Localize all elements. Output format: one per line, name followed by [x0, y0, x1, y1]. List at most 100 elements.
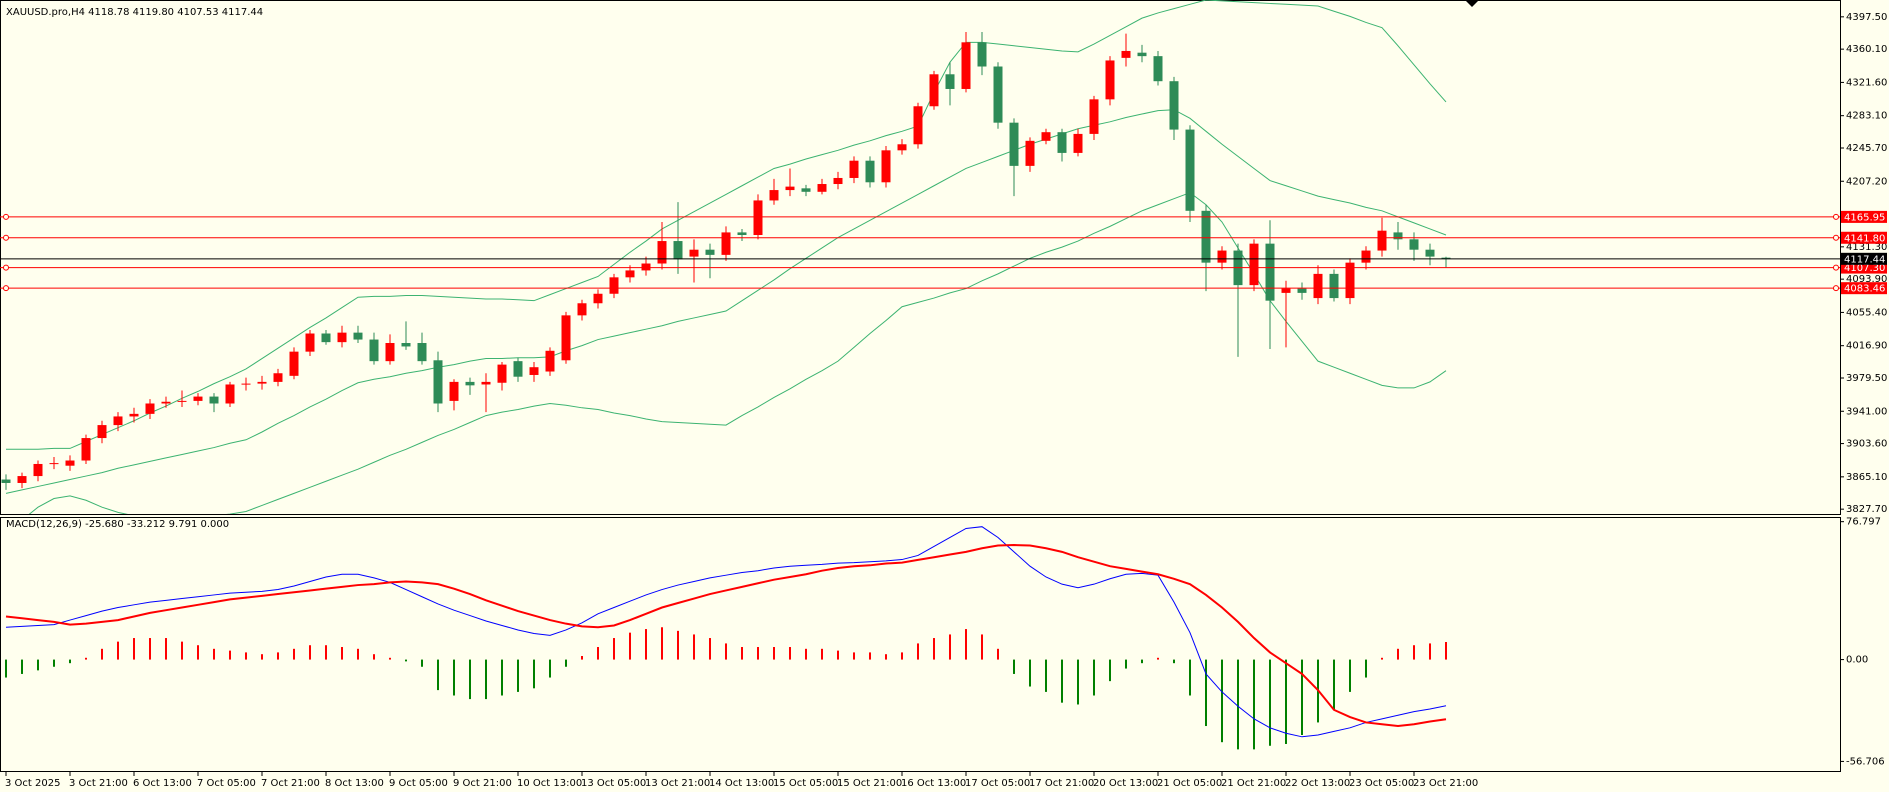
x-tick-label: 3 Oct 21:00: [69, 778, 128, 789]
candle-body: [1409, 239, 1419, 250]
x-tick-label: 8 Oct 13:00: [325, 778, 384, 789]
candle-body: [1185, 129, 1195, 211]
candle-body: [225, 384, 235, 404]
candle-body: [17, 476, 27, 483]
x-tick-label: 9 Oct 05:00: [389, 778, 448, 789]
candle-body: [577, 303, 587, 316]
candle-body: [737, 232, 747, 236]
candle-body: [929, 74, 939, 107]
candle-body: [353, 332, 363, 340]
candle-body: [481, 381, 491, 385]
x-tick-label: 21 Oct 05:00: [1157, 778, 1222, 789]
candle-body: [289, 351, 299, 376]
candle-body: [897, 144, 907, 151]
price-level-anchor: [1833, 234, 1839, 241]
candle-body: [689, 249, 699, 257]
candle-body: [721, 232, 731, 255]
candle-body: [657, 241, 667, 264]
candle-body: [241, 383, 251, 385]
chart-shift-marker: [1466, 1, 1478, 7]
candle-body: [801, 188, 811, 192]
candle-body: [1441, 257, 1451, 259]
y-tick-label: -56.706: [1846, 756, 1885, 767]
candle-body: [1281, 288, 1291, 293]
candle-body: [1025, 140, 1035, 166]
chart-title: XAUUSD.pro,H4 4118.78 4119.80 4107.53 41…: [6, 7, 263, 18]
x-tick-label: 21 Oct 21:00: [1221, 778, 1286, 789]
candle-body: [321, 333, 331, 343]
candle-body: [1313, 273, 1323, 299]
candle-body: [145, 403, 155, 414]
x-tick-label: 7 Oct 21:00: [261, 778, 320, 789]
candle-body: [593, 293, 603, 304]
x-tick-label: 14 Oct 13:00: [709, 778, 774, 789]
candle-body: [65, 460, 75, 466]
candle-body: [1377, 230, 1387, 251]
macd-panel-frame: [0, 517, 1841, 772]
candle-body: [81, 438, 91, 461]
price-level-anchor: [3, 285, 9, 292]
main-plot: [0, 0, 1840, 514]
candle-body: [33, 463, 43, 477]
candle-body: [817, 184, 827, 192]
x-tick-label: 13 Oct 21:00: [645, 778, 710, 789]
candle-body: [1009, 122, 1019, 166]
candle-body: [433, 360, 443, 404]
candle-body: [49, 463, 59, 465]
candle-body: [465, 381, 475, 386]
candle-body: [1201, 210, 1211, 263]
price-level-tag: [1841, 282, 1887, 295]
candle-body: [753, 200, 763, 236]
last-price-label: 4117.44: [1844, 254, 1885, 265]
x-tick-label: 20 Oct 13:00: [1093, 778, 1158, 789]
candle-body: [1105, 60, 1115, 100]
y-tick-label: 4321.60: [1846, 77, 1887, 88]
x-tick-label: 13 Oct 05:00: [581, 778, 646, 789]
candle-body: [1425, 249, 1435, 257]
x-tick-label: 7 Oct 05:00: [197, 778, 256, 789]
candle-body: [609, 277, 619, 294]
x-tick-label: 6 Oct 13:00: [133, 778, 192, 789]
candle-body: [705, 249, 715, 255]
x-tick-label: 15 Oct 21:00: [837, 778, 902, 789]
y-tick-label: 3865.10: [1846, 472, 1887, 483]
x-tick-label: 3 Oct 2025: [5, 778, 60, 789]
indicator-line: [5, 109, 1447, 494]
candle-body: [113, 416, 123, 426]
candle-body: [673, 241, 683, 260]
candle-body: [1073, 133, 1083, 153]
price-level-label: 4107.30: [1844, 263, 1885, 274]
candle-body: [545, 350, 555, 372]
candle-body: [1393, 232, 1403, 240]
y-tick-label: 4360.10: [1846, 44, 1887, 55]
candle-body: [769, 190, 779, 201]
y-tick-label: 4207.20: [1846, 176, 1887, 187]
price-level-tag: [1841, 231, 1887, 244]
candle-body: [785, 186, 795, 191]
y-tick-label: 0.00: [1846, 655, 1868, 666]
candle-body: [913, 106, 923, 145]
price-level-anchor: [1833, 285, 1839, 292]
candle-body: [1137, 52, 1147, 57]
y-tick-label: 4055.40: [1846, 307, 1887, 318]
y-tick-label: 3941.00: [1846, 406, 1887, 417]
x-tick-label: 17 Oct 05:00: [965, 778, 1030, 789]
candle-body: [401, 343, 411, 347]
candle-body: [369, 339, 379, 362]
candle-body: [961, 42, 971, 89]
price-level-anchor: [1833, 264, 1839, 271]
last-price-tag: [1841, 252, 1887, 265]
candle-body: [1297, 288, 1307, 293]
y-tick-label: 4397.50: [1846, 12, 1887, 23]
price-level-label: 4083.46: [1844, 284, 1885, 295]
axes: 4397.50 4360.10 4321.60 4283.10 4245.70 4207.…: [5, 12, 1887, 789]
candle-body: [257, 381, 267, 384]
price-level-label: 4165.95: [1844, 212, 1885, 223]
candle-body: [161, 401, 171, 404]
candle-body: [1361, 250, 1371, 263]
candle-body: [881, 150, 891, 183]
candle-body: [1041, 132, 1051, 141]
candle-body: [513, 361, 523, 377]
candle-body: [1, 479, 11, 483]
